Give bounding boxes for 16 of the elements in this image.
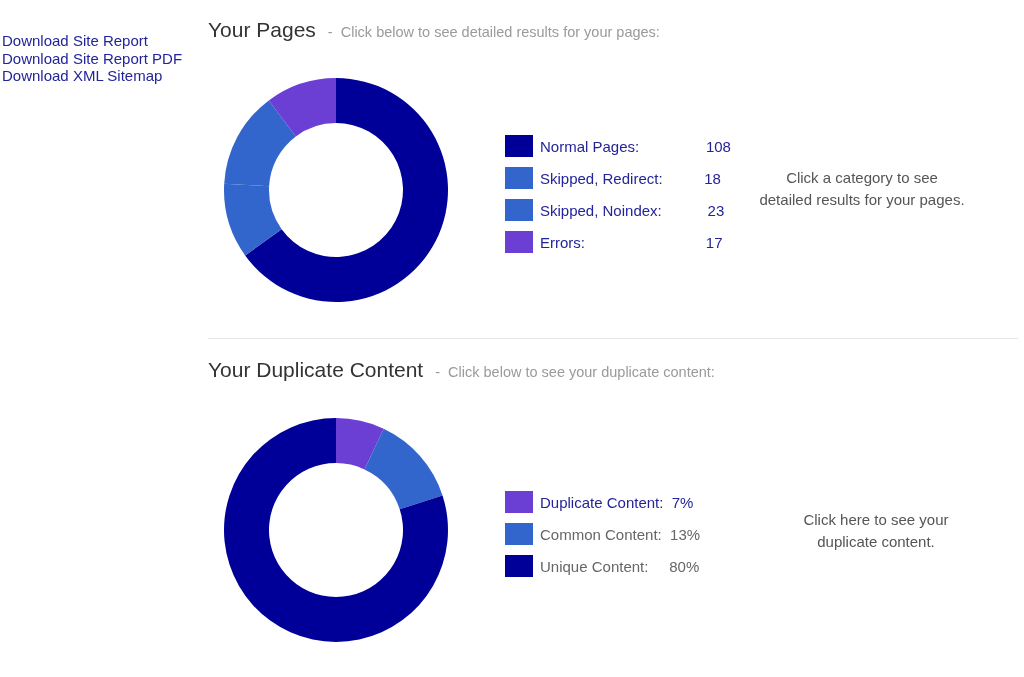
legend-label: Duplicate Content: 7% <box>540 493 694 511</box>
text: Download XML Sitemap <box>2 67 164 85</box>
chart-subtitle: - Click below to see detailed results for your pages: <box>327 24 660 40</box>
text: Click a category to see detailed results for your pages. <box>758 168 966 210</box>
chart-subtitle: - Click below to see your duplicate content: <box>435 364 715 380</box>
text: Download Site Report PDF <box>2 49 184 67</box>
legend-label: Errors: 17 <box>540 233 723 251</box>
legend-label: Common Content: 13% <box>540 525 701 543</box>
text: Download Site Report <box>2 32 149 50</box>
chart-title: Your Pages <box>208 18 316 41</box>
legend-label: Normal Pages: 108 <box>540 137 731 155</box>
legend-label: Unique Content: 80% <box>540 557 700 575</box>
text: Click here to see your duplicate content. <box>802 510 950 552</box>
chart-title: Your Duplicate Content <box>208 358 424 381</box>
legend-label: Skipped, Noindex: 23 <box>540 201 725 219</box>
legend-label: Skipped, Redirect: 18 <box>540 169 721 187</box>
